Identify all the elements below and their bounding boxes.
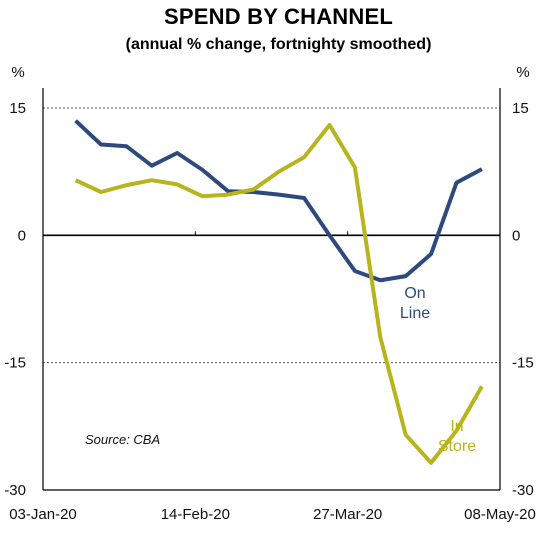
x-tick-label: 03-Jan-20 [9,506,77,523]
series-line-online [74,119,483,283]
chart-title: SPEND BY CHANNEL [164,4,393,29]
y-unit-right: % [516,64,529,81]
x-tick-label: 14-Feb-20 [161,506,230,523]
source-note: Source: CBA [85,432,160,447]
y-tick-label-right: -15 [512,355,534,372]
series-label-online: On Line [400,285,430,322]
series-layer [74,119,484,465]
series-line-instore [74,123,484,465]
y-unit-left: % [11,64,24,81]
series-label-instore: In Store [438,418,476,455]
y-tick-label-right: 0 [512,227,520,244]
x-tick-label: 27-Mar-20 [313,506,382,523]
y-tick-label-left: -30 [4,482,26,499]
y-tick-label-left: -15 [4,355,26,372]
y-tick-label-left: 0 [18,227,26,244]
x-tick-label: 08-May-20 [464,506,536,523]
y-tick-label-left: 15 [9,100,26,117]
axes: 15 15 0 0 -15 -15 -30 -30% % 03-Jan-20 14-Feb-20 27… [4,64,536,523]
chart-subtitle: (annual % change, fortnighty smoothed) [125,36,432,53]
grid-lines [43,107,500,364]
y-tick-label-right: -30 [512,482,534,499]
y-tick-label-right: 15 [512,100,529,117]
chart-labels: On Line In Store Source: CBA [85,285,476,455]
